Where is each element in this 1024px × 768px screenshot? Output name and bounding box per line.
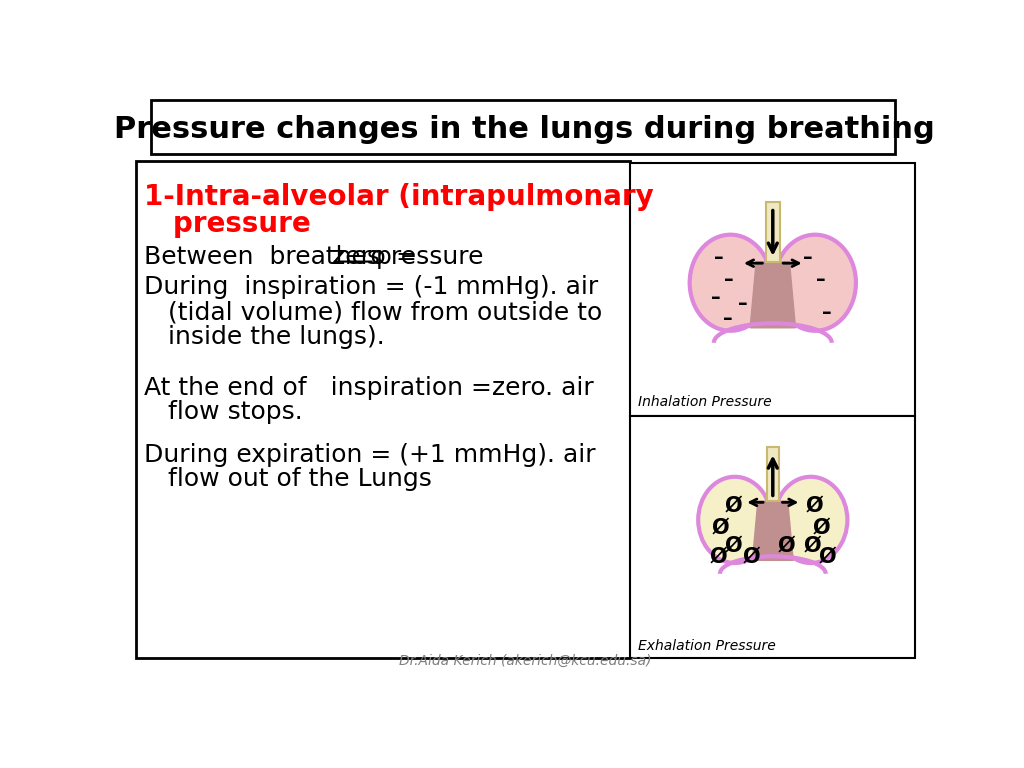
Text: –: – [803,248,812,266]
Text: Between  breathes  =: Between breathes = [143,245,417,269]
Text: Ø: Ø [725,495,742,515]
Text: 1-Intra-alveolar (intrapulmonary: 1-Intra-alveolar (intrapulmonary [143,183,653,211]
Text: flow out of the Lungs: flow out of the Lungs [143,467,431,492]
Text: Exhalation Pressure: Exhalation Pressure [638,639,776,653]
Text: pressure: pressure [376,245,484,269]
Text: Pressure changes in the lungs during breathing: Pressure changes in the lungs during bre… [115,114,935,144]
Text: –: – [816,270,826,290]
Polygon shape [753,501,794,561]
Text: Dr.Aida Kerich (akerich@kcu.edu.sa): Dr.Aida Kerich (akerich@kcu.edu.sa) [398,654,651,668]
Bar [630,163,915,415]
Text: Ø: Ø [803,535,821,555]
Text: Ø: Ø [813,518,830,538]
Text: Ø: Ø [710,546,727,566]
Text: –: – [711,288,720,307]
Text: Ø: Ø [711,518,729,538]
Text: Ø: Ø [725,535,742,555]
Polygon shape [751,262,796,328]
Bar [767,447,779,501]
Text: During  inspiration = (-1 mmHg). air: During inspiration = (-1 mmHg). air [143,276,598,300]
Text: –: – [723,310,732,328]
Text: inside the lungs).: inside the lungs). [143,325,384,349]
Bar [136,161,630,658]
Ellipse shape [698,477,771,563]
Bar [766,202,779,262]
Text: –: – [822,303,833,323]
Ellipse shape [774,235,856,331]
Bar [630,415,915,658]
Text: At the end of   inspiration =zero. air: At the end of inspiration =zero. air [143,376,593,399]
Text: Ø: Ø [806,495,823,515]
Text: –: – [737,294,748,313]
Bar [152,100,895,154]
Text: Ø: Ø [742,546,760,566]
Ellipse shape [690,235,771,331]
Text: –: – [714,248,723,266]
Text: zero: zero [332,245,393,269]
Text: flow stops.: flow stops. [143,400,302,424]
Text: Inhalation Pressure: Inhalation Pressure [638,396,771,409]
Text: (tidal volume) flow from outside to: (tidal volume) flow from outside to [143,300,602,324]
Text: Ø: Ø [818,546,836,566]
Text: pressure: pressure [143,210,310,238]
Ellipse shape [774,477,848,563]
Text: Ø: Ø [777,535,796,555]
Text: During expiration = (+1 mmHg). air: During expiration = (+1 mmHg). air [143,442,595,466]
Text: –: – [724,270,734,290]
